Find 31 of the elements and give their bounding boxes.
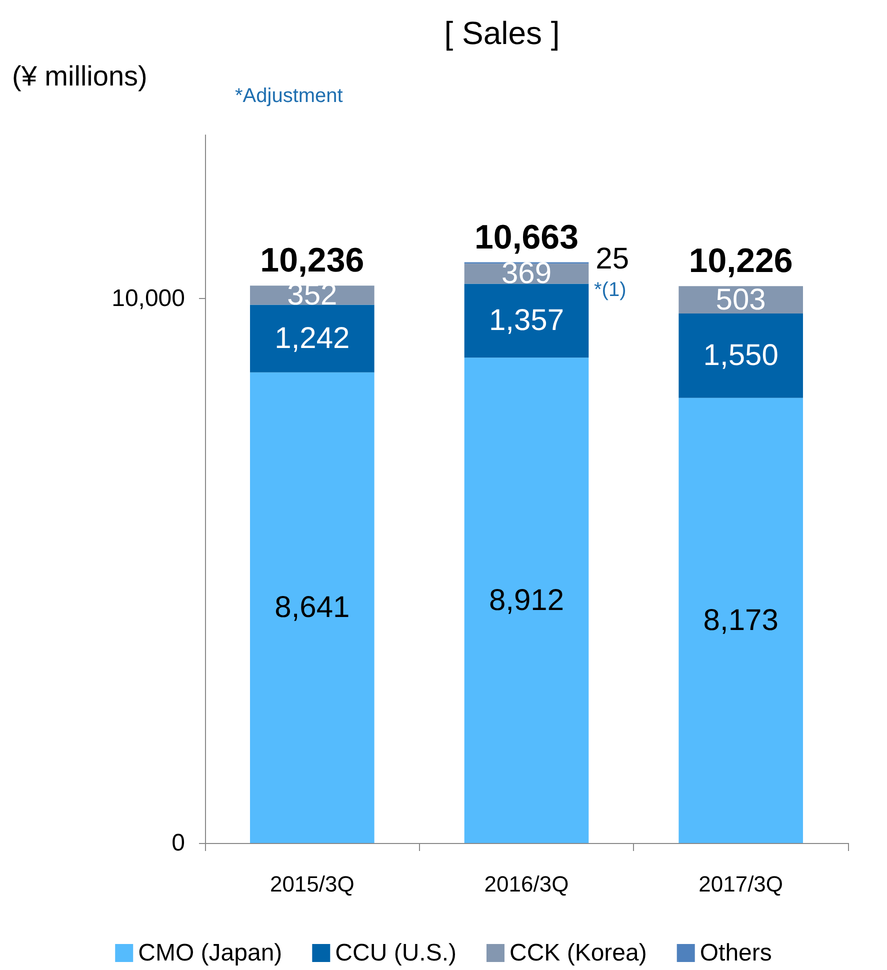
total-label: 10,663 (474, 218, 578, 256)
bar (464, 284, 589, 358)
data-label: 1,357 (488, 304, 564, 338)
annotation: *(1) (594, 279, 626, 301)
legend-label: CCK (Korea) (509, 940, 647, 966)
y-tick-label: 10,000 (112, 284, 185, 312)
bar (250, 304, 374, 372)
x-tick-label: 2016/3Q (484, 872, 569, 896)
x-tick-label: 2017/3Q (698, 872, 784, 896)
legend-label: CMO (Japan) (138, 940, 282, 966)
x-tick-label: 2015/3Q (270, 872, 354, 896)
legend-label: CCU (U.S.) (335, 940, 456, 966)
data-label: 25 (596, 242, 630, 276)
data-label: 1,242 (274, 322, 350, 356)
data-label: 8,641 (274, 591, 350, 624)
bar (464, 358, 589, 843)
chart-title: [ Sales ] (444, 15, 560, 51)
bar (678, 313, 803, 398)
data-label: 8,173 (703, 604, 778, 637)
data-label: 369 (501, 257, 552, 290)
data-label: 503 (716, 283, 766, 316)
data-label: 1,550 (703, 339, 778, 372)
bar (250, 372, 374, 843)
total-label: 10,236 (260, 242, 364, 280)
bar (678, 398, 803, 843)
y-tick-label: 0 (172, 830, 185, 856)
y-axis-title: (¥ millions) (12, 60, 148, 92)
text: *Adjustment (235, 85, 344, 107)
data-label: 8,912 (488, 584, 564, 617)
legend-label: Others (700, 940, 772, 966)
total-label: 10,226 (688, 242, 793, 280)
